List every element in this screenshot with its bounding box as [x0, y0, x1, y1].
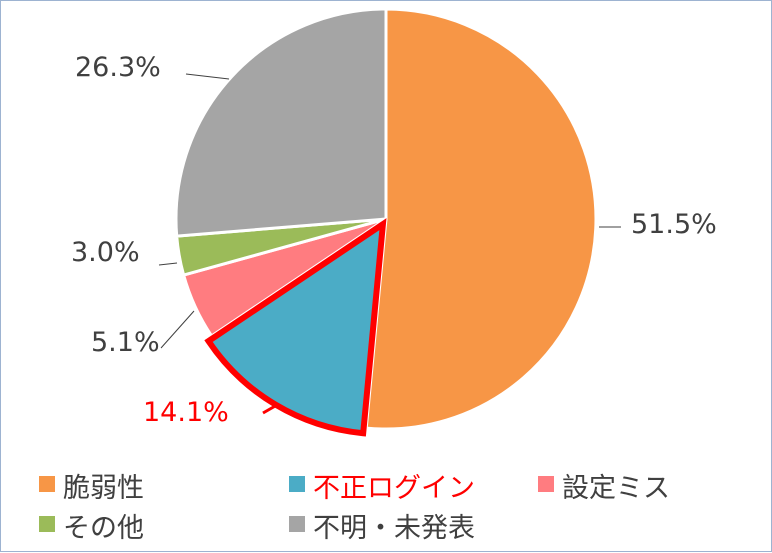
- data-label-1: 14.1%: [143, 397, 229, 428]
- leader-line-3: [158, 262, 178, 266]
- data-label-4: 26.3%: [75, 52, 161, 83]
- legend-swatch-0: [39, 476, 55, 492]
- legend-label-0: 脆弱性: [63, 473, 144, 504]
- legend-label-2: 設定ミス: [562, 473, 670, 504]
- leader-line-2: [160, 310, 195, 349]
- data-label-0: 51.5%: [631, 209, 717, 240]
- legend-swatch-1: [289, 476, 305, 492]
- legend-swatch-3: [39, 516, 55, 532]
- legend-label-3: その他: [63, 513, 144, 544]
- legend-swatch-2: [538, 476, 554, 492]
- data-label-2: 5.1%: [91, 327, 160, 358]
- leader-line-4: [185, 73, 230, 80]
- pie-slice-0: [364, 7, 598, 431]
- highlight-slice-outline: [204, 218, 387, 437]
- legend-label-1: 不正ログイン: [313, 473, 475, 504]
- pie-slices: [174, 7, 598, 435]
- pie-slice-4: [174, 7, 388, 238]
- data-label-3: 3.0%: [71, 237, 140, 268]
- legend-swatch-4: [289, 516, 305, 532]
- data-labels: 51.5% 14.1% 5.1% 3.0% 26.3%: [71, 52, 717, 428]
- highlight-outline: [204, 218, 387, 437]
- legend-label-4: 不明・未発表: [313, 513, 475, 544]
